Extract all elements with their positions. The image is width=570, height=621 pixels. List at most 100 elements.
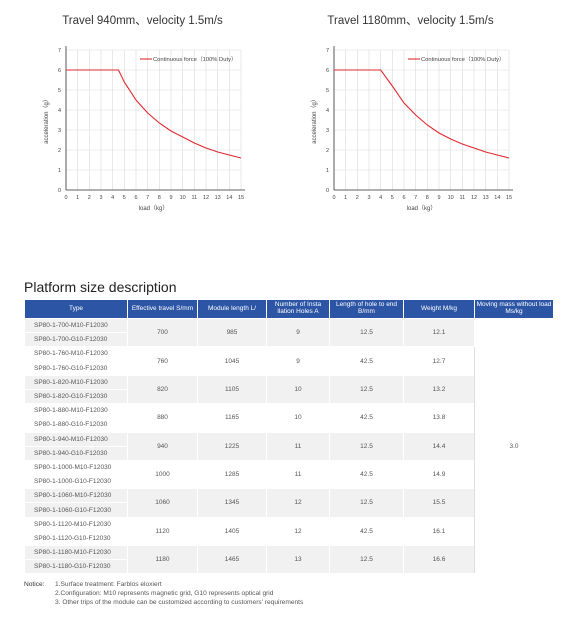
y-tick-label: 1 [326, 168, 329, 174]
section-title: Platform size description [24, 279, 177, 295]
cell-module-length: 1285 [197, 459, 267, 490]
cell-type: SP80-1-760-G10-F12030 [24, 360, 128, 376]
table-row: SP80-1-940-M10-F12030 940 1225 11 12.5 14.4 [24, 431, 554, 461]
table-row: SP80-1-700-M10-F12030 700 985 9 12.5 12.1 3.0 [24, 317, 554, 575]
x-tick-label: 0 [64, 195, 67, 201]
x-tick-label: 3 [99, 195, 102, 201]
x-tick-label: 11 [191, 195, 197, 201]
x-tick-label: 1 [344, 195, 347, 201]
cell-type: SP80-1-1180-G10-F12030 [24, 559, 128, 575]
y-tick-label: 5 [326, 88, 329, 94]
table-row: SP80-1-820-G10-F12030 [24, 388, 554, 405]
x-tick-label: 7 [146, 195, 149, 201]
cell-module-length: 1105 [197, 374, 267, 405]
x-axis-label: load（kg） [139, 205, 169, 212]
cell-module-length: 1345 [197, 488, 267, 518]
cell-type: SP80-1-940-G10-F12030 [24, 445, 128, 461]
cell-holes: 10 [266, 403, 330, 433]
notice-line: 3. Other trips of the module can be cust… [55, 599, 304, 606]
table-row: SP80-1-1000-M10-F12030 1000 1285 11 42.5 14.9 [24, 459, 554, 490]
cell-holes: 11 [266, 459, 330, 490]
x-tick-label: 14 [494, 195, 500, 201]
cell-weight: 16.6 [403, 544, 475, 575]
y-tick-label: 3 [326, 128, 329, 134]
x-tick-label: 14 [226, 195, 232, 201]
y-tick-label: 0 [58, 188, 61, 194]
x-tick-label: 12 [203, 195, 209, 201]
table-row: SP80-1-1180-G10-F12030 [24, 559, 554, 575]
cell-travel: 1180 [127, 544, 198, 575]
table-row: SP80-1-820-M10-F12030 820 1105 10 12.5 13.2 [24, 374, 554, 405]
cell-hole-end: 42.5 [329, 459, 404, 490]
cell-hole-end: 12.5 [329, 488, 404, 518]
x-tick-label: 0 [332, 195, 335, 201]
table-row: SP80-1-1000-G10-F12030 [24, 474, 554, 490]
x-tick-label: 5 [123, 195, 126, 201]
x-tick-label: 10 [448, 195, 454, 201]
chart-title: Travel 1180mm、velocity 1.5m/s [327, 15, 494, 27]
y-axis-label: acceleration（g） [311, 96, 318, 144]
table-row: SP80-1-760-M10-F12030 760 1045 9 42.5 12.7 [24, 346, 554, 376]
cell-holes: 10 [266, 374, 330, 405]
header-module-length: Module length L/ [197, 299, 267, 319]
cell-travel: 1120 [127, 516, 198, 547]
cell-type: SP80-1-1000-M10-F12030 [24, 459, 128, 476]
x-tick-label: 12 [471, 195, 477, 201]
y-tick-label: 6 [326, 68, 329, 74]
cell-weight: 13.8 [403, 403, 475, 433]
cell-type: SP80-1-1120-M10-F12030 [24, 516, 128, 532]
header-weight: Weight M/kg [403, 299, 475, 319]
cell-weight: 12.7 [403, 346, 475, 376]
cell-weight: 13.2 [403, 374, 475, 405]
notice-line: 2.Configuration: M10 represents magnetic… [55, 590, 274, 597]
header-moving-mass: Moving mass without load Ms/kg [474, 299, 554, 319]
notice-line: 1.Surface treatment: Farblos eloxiert [55, 581, 162, 588]
x-tick-label: 2 [88, 195, 91, 201]
cell-module-length: 985 [197, 317, 267, 348]
x-tick-label: 6 [402, 195, 405, 201]
table-row: SP80-1-1180-M10-F12030 1180 1465 13 12.5 16.6 [24, 544, 554, 575]
cell-weight: 15.5 [403, 488, 475, 518]
x-tick-label: 2 [356, 195, 359, 201]
header-holes: Number of Insta llation Holes A [266, 299, 330, 319]
x-tick-label: 8 [158, 195, 161, 201]
cell-type: SP80-1-880-M10-F12030 [24, 403, 128, 419]
cell-holes: 9 [266, 346, 330, 376]
table-row: SP80-1-880-G10-F12030 [24, 417, 554, 433]
x-tick-label: 3 [367, 195, 370, 201]
y-tick-label: 7 [326, 48, 329, 54]
cell-hole-end: 12.5 [329, 374, 404, 405]
cell-type: SP80-1-820-G10-F12030 [24, 388, 128, 405]
y-tick-label: 7 [58, 48, 61, 54]
cell-holes: 11 [266, 431, 330, 461]
cell-weight: 14.4 [403, 431, 475, 461]
cell-hole-end: 12.5 [329, 431, 404, 461]
cell-holes: 13 [266, 544, 330, 575]
cell-travel: 700 [127, 317, 198, 348]
cell-hole-end: 12.5 [329, 544, 404, 575]
legend-label: Continuous force（100% Duty） [421, 56, 505, 63]
cell-holes: 12 [266, 516, 330, 547]
x-tick-label: 15 [238, 195, 244, 201]
y-tick-label: 5 [58, 88, 61, 94]
x-tick-label: 10 [180, 195, 186, 201]
x-axis-label: load（kg） [407, 205, 437, 212]
cell-travel: 820 [127, 374, 198, 405]
series-line [66, 69, 242, 159]
y-tick-label: 0 [326, 188, 329, 194]
cell-hole-end: 42.5 [329, 346, 404, 376]
cell-module-length: 1045 [197, 346, 267, 376]
cell-type: SP80-1-1060-G10-F12030 [24, 502, 128, 518]
x-tick-label: 1 [76, 195, 79, 201]
cell-module-length: 1225 [197, 431, 267, 461]
cell-type: SP80-1-700-G10-F12030 [24, 332, 128, 348]
table-row: SP80-1-880-M10-F12030 880 1165 10 42.5 13.8 [24, 403, 554, 433]
cell-type: SP80-1-1000-G10-F12030 [24, 474, 128, 490]
cell-hole-end: 42.5 [329, 403, 404, 433]
series-line [334, 69, 510, 159]
cell-module-length: 1165 [197, 403, 267, 433]
cell-module-length: 1405 [197, 516, 267, 547]
